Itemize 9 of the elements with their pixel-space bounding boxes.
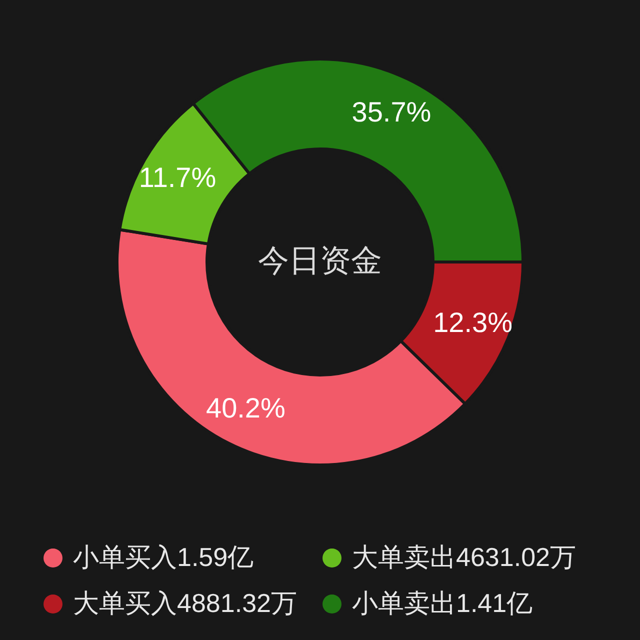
- text: 今日资金: [258, 243, 382, 278]
- legend-label: 大单买入4881.32万: [73, 588, 297, 618]
- data-label: 35.7%: [352, 96, 432, 128]
- data-label: 12.3%: [433, 307, 513, 338]
- data-label: 40.2%: [206, 392, 286, 424]
- legend-label: 大单卖出4631.02万: [352, 542, 576, 572]
- legend-label: 小单买入1.59亿: [73, 542, 254, 572]
- data-label: 11.7%: [138, 162, 216, 193]
- legend-label: 小单卖出1.41亿: [352, 588, 533, 618]
